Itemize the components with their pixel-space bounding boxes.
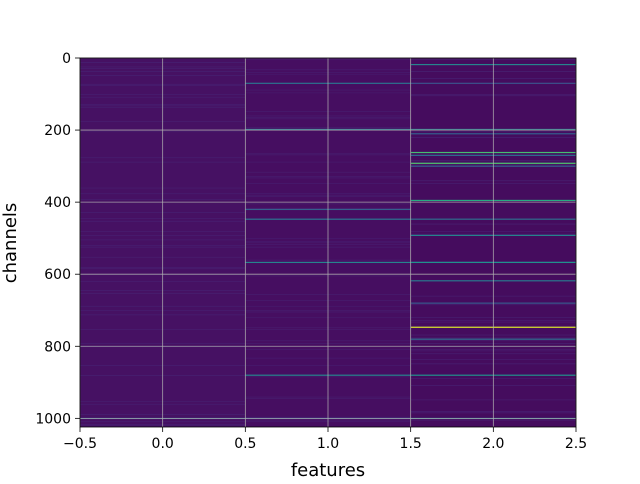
x-tick-label: 1.5	[400, 436, 422, 452]
x-tick-label: 2.0	[482, 436, 504, 452]
y-tick-label: 200	[44, 123, 71, 139]
y-tick-label: 800	[44, 339, 71, 355]
y-axis-label: channels	[0, 203, 21, 284]
x-tick-label: 0.5	[234, 436, 256, 452]
y-tick-label: 600	[44, 267, 71, 283]
x-tick-label: 2.5	[565, 436, 587, 452]
y-tick-label: 1000	[35, 411, 71, 427]
y-tick-label: 0	[62, 51, 71, 67]
x-tick-label: 1.0	[317, 436, 339, 452]
x-axis-label: features	[291, 460, 365, 480]
y-tick-label: 400	[44, 195, 71, 211]
x-tick-label: 0.0	[152, 436, 174, 452]
x-axis-ticks: −0.5 0.0 0.5 1.0 1.5 2.0 2.5	[63, 427, 587, 452]
x-tick-label: −0.5	[63, 436, 97, 452]
y-axis-ticks: 0 200 400 600 800 1000	[35, 51, 80, 427]
